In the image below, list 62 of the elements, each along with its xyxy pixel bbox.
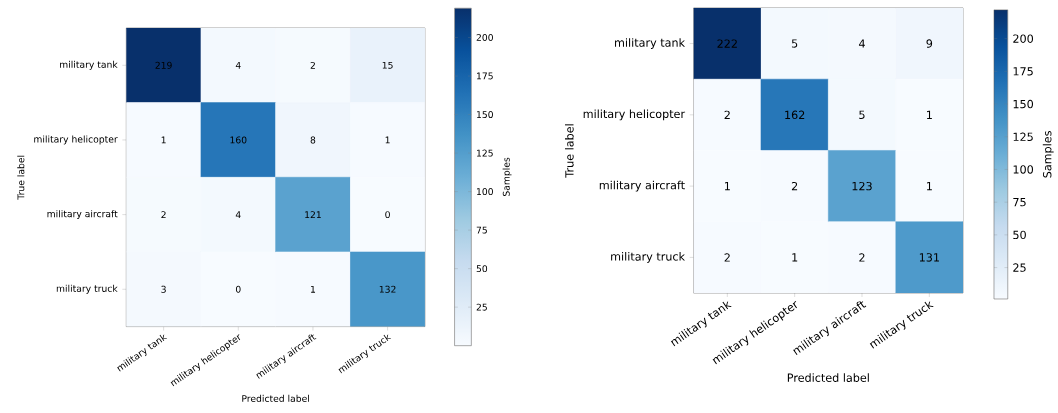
color-bar-label: 200 — [476, 33, 493, 41]
x-axis-title: Predicted label — [787, 373, 869, 382]
y-tick-label: military truck — [611, 251, 686, 263]
color-bar-label: 100 — [1013, 165, 1034, 174]
data-label: 219 — [155, 61, 172, 69]
color-bar-label: 25 — [1013, 263, 1026, 272]
data-label: 4 — [858, 39, 865, 48]
data-label: 1 — [724, 181, 730, 190]
data-label: 0 — [385, 210, 390, 218]
data-label: 1 — [927, 181, 932, 190]
data-label: 4 — [235, 61, 241, 69]
data-label: 2 — [859, 253, 865, 262]
data-label: 2 — [791, 181, 798, 191]
data-label: 121 — [305, 211, 321, 218]
data-label: 132 — [379, 285, 396, 293]
data-label: 1 — [385, 136, 390, 144]
data-label: 2 — [161, 211, 166, 218]
color-bar-label: 125 — [477, 149, 493, 157]
data-label: 0 — [235, 285, 241, 293]
data-label: 8 — [310, 136, 316, 144]
y-tick-label: military tank — [60, 60, 118, 70]
x-axis-title: Predicted label — [242, 394, 309, 402]
data-label: 5 — [859, 110, 865, 119]
y-tick-label: military aircraft — [47, 209, 118, 219]
data-label: 1 — [792, 253, 798, 262]
color-bar-label: 75 — [476, 226, 487, 234]
y-axis-title: True label — [565, 124, 574, 178]
data-label: 162 — [785, 110, 805, 119]
color-bar-title: Samples — [502, 157, 512, 196]
data-label: 1 — [161, 136, 166, 144]
color-bar-label: 75 — [1013, 197, 1026, 207]
data-label: 9 — [926, 39, 933, 48]
color-bar-label: 50 — [476, 264, 488, 272]
data-label: 2 — [724, 110, 730, 119]
data-label: 3 — [161, 285, 166, 293]
color-bar-label: 200 — [1013, 34, 1034, 43]
data-label: 5 — [791, 39, 798, 48]
y-axis-title: True label — [17, 155, 25, 200]
data-label: 160 — [230, 136, 247, 144]
data-label: 131 — [919, 252, 939, 262]
color-bar-title: Samples — [1042, 130, 1054, 178]
data-label: 4 — [235, 211, 241, 218]
color-bar-label: 150 — [1013, 99, 1034, 109]
y-tick-label: military helicopter — [34, 135, 118, 145]
data-label: 123 — [852, 181, 872, 191]
color-bar-label: 50 — [1013, 230, 1026, 239]
color-bar-label: 175 — [1013, 67, 1033, 76]
data-label: 222 — [717, 39, 737, 48]
color-bar-label: 150 — [477, 110, 493, 118]
color-bar-label: 100 — [477, 187, 493, 195]
y-tick-label: military tank — [615, 37, 686, 49]
data-label: 1 — [311, 285, 316, 293]
y-tick-label: military helicopter — [583, 109, 686, 121]
data-label: 15 — [382, 61, 393, 69]
y-tick-label: military truck — [56, 284, 118, 294]
color-bar-label: 175 — [477, 72, 493, 80]
data-label: 2 — [724, 253, 730, 262]
y-tick-label: military aircraft — [599, 180, 685, 192]
data-label: 2 — [310, 61, 315, 69]
color-bar-label: 25 — [476, 303, 487, 311]
data-label: 1 — [927, 110, 932, 119]
color-bar-label: 125 — [1013, 132, 1033, 141]
